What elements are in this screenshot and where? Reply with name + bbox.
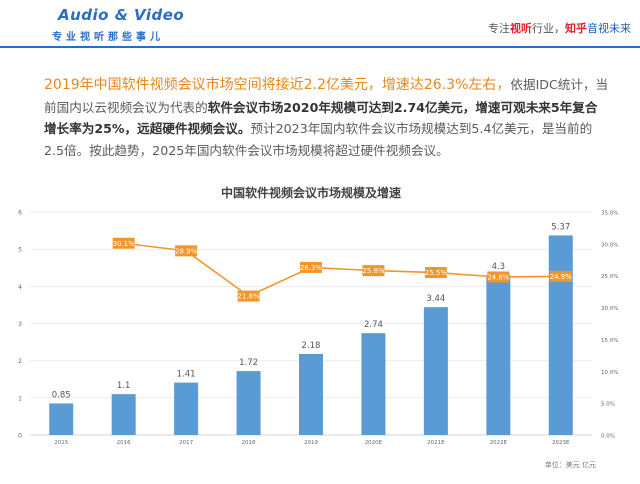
right-tick-label: 0.0% <box>601 434 615 440</box>
growth-value-label: 28.9% <box>175 247 198 255</box>
chart-title: 中国软件视频会议市场规模及增速 <box>221 185 401 200</box>
slogan-part1: 专注 <box>488 22 510 35</box>
slogan-part3: 行业， <box>532 22 565 35</box>
header: Audio & Video 专业视听那些事儿 专注视听行业，知乎音视未来 <box>0 0 640 48</box>
logo-title: Audio & Video <box>58 6 185 24</box>
x-tick-label: 2023E <box>552 440 570 446</box>
left-tick-label: 1 <box>18 395 22 402</box>
paragraph-text-2: 预计2023年国内软件会议市场规模达到5.4亿美元，是当前的2.5倍。按此趋势，… <box>44 121 593 158</box>
x-tick-label: 2019 <box>304 440 318 446</box>
right-tick-label: 35.0% <box>601 211 618 217</box>
left-tick-label: 3 <box>18 321 22 328</box>
slogan-part4: 知乎 <box>565 22 587 35</box>
growth-value-label: 21.8% <box>237 293 260 301</box>
growth-value-label: 26.3% <box>300 264 323 272</box>
right-tick-label: 5.0% <box>601 402 615 408</box>
growth-point-marker <box>175 245 198 257</box>
right-tick-label: 25.0% <box>601 274 618 280</box>
slogan-part5: 音视未来 <box>587 22 631 35</box>
bar-value-label: 2.18 <box>302 341 321 351</box>
growth-point-marker <box>362 265 385 277</box>
paragraph-text-1: 依据IDC统计，当前国内以云视频会议为代表的 <box>44 77 609 115</box>
slogan-part2: 视听 <box>510 22 532 35</box>
right-tick-label: 15.0% <box>601 338 618 344</box>
paragraph-highlight: 2019年中国软件视频会议市场空间将接近2.2亿美元，增速达26.3%左右， <box>44 77 511 93</box>
x-tick-label: 2016 <box>117 440 131 446</box>
bar <box>486 275 511 435</box>
bar-value-label: 1.41 <box>177 370 196 380</box>
bar-value-label: 3.44 <box>426 294 445 304</box>
left-tick-label: 2 <box>18 358 22 365</box>
left-tick-label: 0 <box>18 433 22 440</box>
bar <box>299 353 323 435</box>
paragraph-bold: 软件会议市场2020年规模可达到2.74亿美元，增速可观未来5年复合增长率为25… <box>44 99 598 137</box>
growth-value-label: 24.8% <box>487 274 510 282</box>
left-tick-label: 6 <box>18 210 22 217</box>
bar <box>111 394 136 435</box>
growth-point-marker <box>424 267 447 279</box>
bar <box>49 403 74 435</box>
right-tick-label: 30.0% <box>601 242 618 248</box>
right-tick-label: 10.0% <box>601 370 618 376</box>
unit-note: 单位：美元 亿元 <box>545 460 596 469</box>
growth-point-marker <box>487 271 510 283</box>
bar <box>236 371 261 435</box>
growth-point-marker <box>112 237 135 249</box>
logo-subtitle: 专业视听那些事儿 <box>52 32 164 43</box>
bar <box>361 333 386 435</box>
bar-value-label: 4.3 <box>492 262 506 272</box>
slogan: 专注视听行业，知乎音视未来 <box>488 20 631 36</box>
bar-value-label: 2.74 <box>364 320 383 330</box>
x-tick-label: 2015 <box>54 440 68 446</box>
right-tick-label: 20.0% <box>601 306 618 312</box>
bar-value-label: 0.85 <box>52 390 71 400</box>
growth-value-label: 25.5% <box>425 269 448 277</box>
header-rule <box>0 46 640 48</box>
left-tick-label: 5 <box>18 247 22 254</box>
x-tick-label: 2022E <box>490 440 508 446</box>
bar <box>174 382 199 435</box>
growth-point-marker <box>237 290 260 302</box>
bar-value-label: 1.1 <box>117 381 131 391</box>
x-tick-label: 2017 <box>179 440 193 446</box>
bar-value-label: 1.72 <box>239 358 258 368</box>
growth-value-label: 30.1% <box>113 240 136 248</box>
x-tick-label: 2021E <box>427 440 445 446</box>
x-tick-label: 2020E <box>365 440 383 446</box>
growth-point-marker <box>300 261 322 273</box>
growth-point-marker <box>549 270 572 282</box>
x-tick-label: 2018 <box>242 440 256 446</box>
bar <box>548 235 573 435</box>
bar-value-label: 5.37 <box>551 222 570 232</box>
intro-paragraph: 2019年中国软件视频会议市场空间将接近2.2亿美元，增速达26.3%左右，依据… <box>44 74 610 161</box>
growth-value-label: 25.8% <box>362 267 385 275</box>
growth-value-label: 24.9% <box>550 273 573 281</box>
bar <box>423 307 448 435</box>
left-tick-label: 4 <box>18 284 22 291</box>
